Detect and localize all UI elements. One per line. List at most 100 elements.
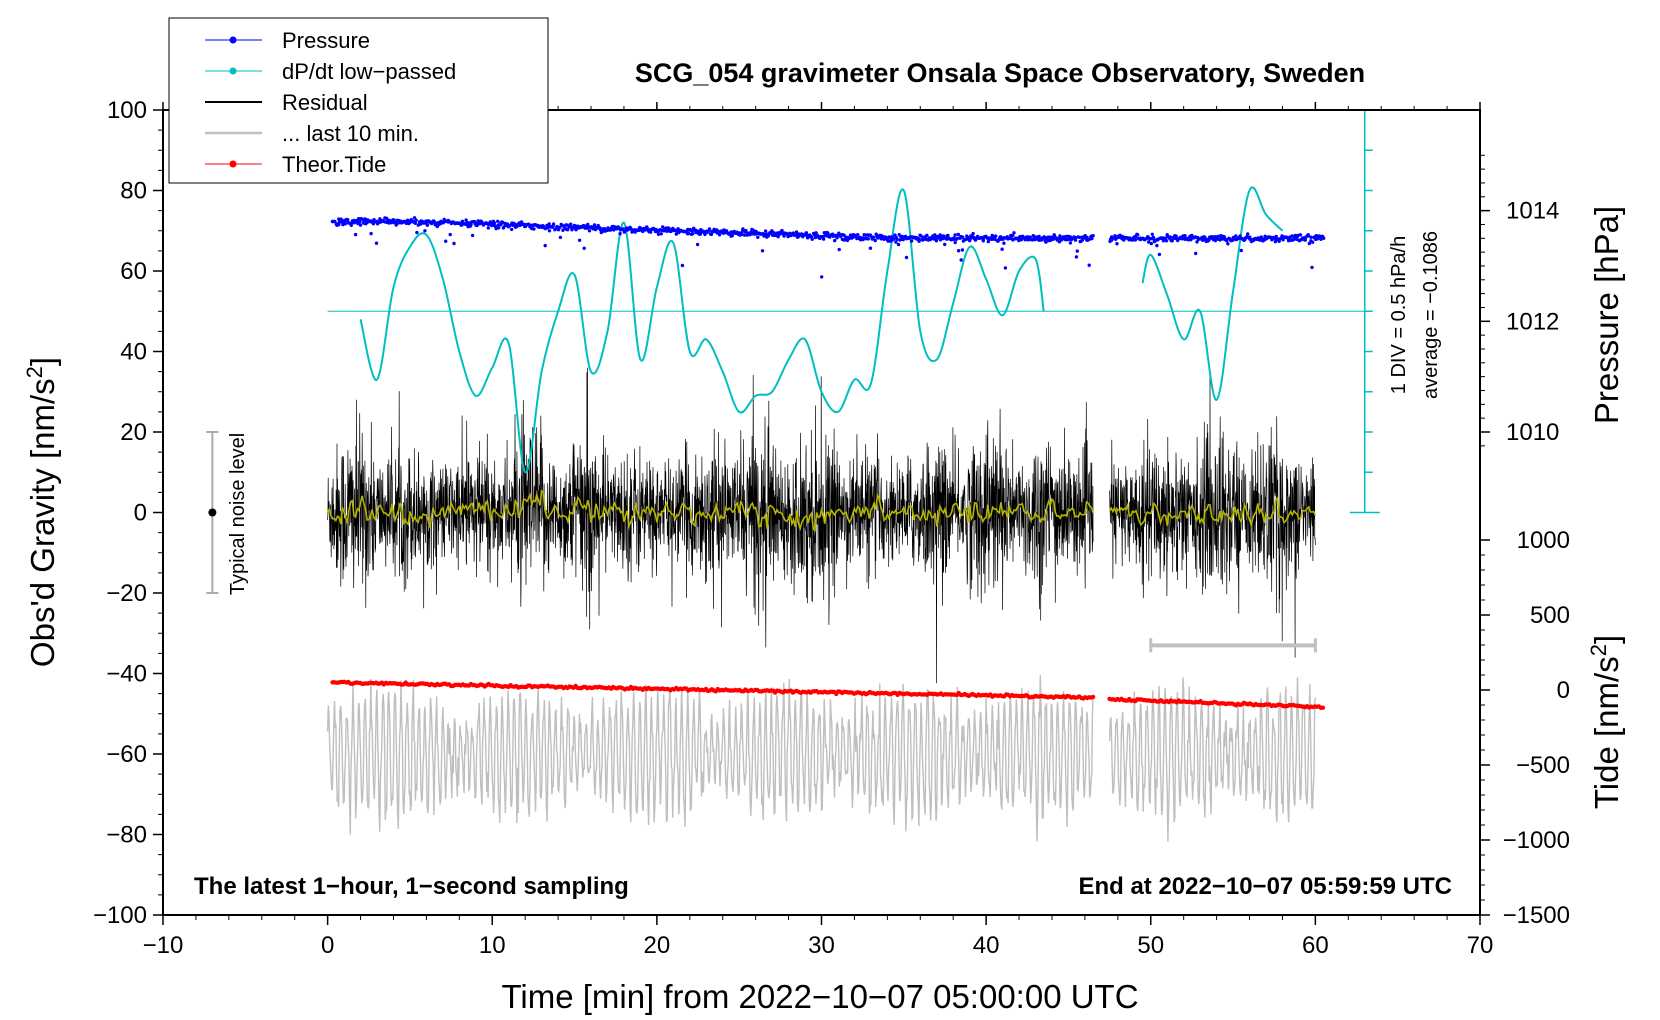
pressure-point — [1067, 237, 1071, 242]
pressure-point — [960, 248, 965, 252]
pressure-point — [1170, 239, 1174, 243]
pressure-point — [717, 233, 722, 237]
dpdt-scale-label: 1 DIV = 0.5 hPa/h — [1388, 236, 1410, 394]
pressure-point — [497, 226, 501, 230]
pressure-point — [492, 221, 497, 225]
pressure-point — [1136, 233, 1140, 237]
legend-label-last10: ... last 10 min. — [282, 121, 419, 146]
pressure-point — [1000, 247, 1004, 251]
residual-smoothed-line-1 — [1108, 496, 1317, 528]
pressure-point — [547, 229, 552, 233]
pressure-point — [741, 227, 745, 231]
pressure-point — [1026, 235, 1030, 239]
pressure-point — [971, 231, 975, 236]
tide-tick-label: 0 — [1557, 677, 1570, 704]
pressure-point — [814, 231, 818, 235]
pressure-point — [956, 232, 960, 237]
noise-bar-center — [208, 508, 217, 517]
pressure-point — [1168, 235, 1173, 239]
pressure-point — [1161, 239, 1166, 243]
pressure-point — [343, 222, 347, 226]
pressure-point — [822, 231, 826, 235]
last-10-min-line-0 — [326, 674, 1094, 842]
tide-tick-label: 500 — [1530, 602, 1570, 629]
y-tick-label: 100 — [107, 97, 147, 124]
pressure-point — [1133, 238, 1138, 242]
pressure-point — [551, 222, 556, 226]
pressure-tick-label: 1010 — [1506, 419, 1559, 446]
pressure-point — [1298, 233, 1303, 237]
pressure-point — [486, 226, 490, 230]
pressure-point — [909, 239, 914, 243]
y-axis-title-main: Obs'd Gravity [nm/s — [24, 378, 61, 667]
pressure-point — [547, 222, 551, 226]
x-tick-label: 70 — [1467, 932, 1494, 959]
pressure-point — [508, 223, 512, 228]
pressure-point — [956, 249, 961, 253]
pressure-point — [1189, 238, 1193, 242]
pressure-point — [413, 221, 417, 225]
pressure-point — [1033, 237, 1037, 242]
x-tick-label: 0 — [321, 932, 334, 959]
pressure-tick-label: 1012 — [1506, 308, 1559, 335]
pressure-point — [751, 228, 755, 232]
pressure-point — [569, 222, 573, 226]
pressure-point — [730, 233, 734, 238]
pressure-point — [1164, 239, 1169, 243]
tide-point — [1320, 705, 1326, 710]
pressure-point — [565, 228, 570, 232]
pressure-point — [500, 220, 505, 225]
pressure-point — [1316, 237, 1320, 241]
dpdt-line-segment-1 — [1141, 186, 1284, 401]
legend-box — [168, 17, 549, 184]
legend-label-dpdt: dP/dt low−passed — [282, 59, 456, 84]
pressure-point — [820, 275, 824, 279]
x-tick-label: 10 — [479, 932, 506, 959]
pressure-point — [994, 234, 998, 238]
pressure-point — [1309, 235, 1313, 239]
pressure-point — [961, 235, 965, 239]
pressure-point — [1322, 236, 1326, 240]
pressure-point — [582, 246, 586, 250]
legend-item-dpdt: dP/dt low−passed — [205, 59, 456, 84]
legend-marker-pressure — [229, 36, 237, 44]
pressure-point — [581, 223, 586, 228]
pressure-point — [444, 239, 448, 243]
pressure-point — [470, 233, 475, 238]
pressure-point — [780, 228, 784, 233]
pressure-point — [1011, 233, 1015, 238]
chart-title: SCG_054 gravimeter Onsala Space Observat… — [635, 58, 1365, 88]
pressure-point — [1073, 238, 1078, 242]
pressure-point — [1234, 234, 1238, 238]
pressure-point — [1174, 234, 1178, 238]
pressure-point — [337, 222, 341, 227]
annotation-sampling: The latest 1−hour, 1−second sampling — [194, 873, 629, 900]
pressure-point — [1155, 243, 1159, 248]
pressure-point — [469, 223, 473, 227]
pressure-axis-title: Pressure [hPa] — [1588, 206, 1625, 424]
pressure-point — [695, 242, 700, 247]
pressure-point — [891, 237, 896, 241]
pressure-point — [1091, 234, 1095, 238]
y-tick-label: 60 — [120, 258, 147, 285]
pressure-point — [925, 233, 929, 237]
pressure-point — [558, 235, 563, 240]
pressure-point — [1157, 252, 1162, 257]
tide-axis-title-sup: 2 — [1586, 644, 1611, 656]
pressure-point — [378, 217, 382, 221]
pressure-point — [959, 258, 963, 262]
pressure-point — [558, 225, 562, 230]
pressure-point — [763, 229, 768, 233]
pressure-point — [467, 221, 471, 225]
pressure-point — [476, 219, 480, 223]
y-tick-label: −40 — [106, 661, 147, 688]
pressure-point — [953, 240, 957, 245]
x-tick-label: −10 — [143, 932, 184, 959]
pressure-point — [1246, 232, 1250, 236]
y-tick-label: 0 — [134, 500, 147, 527]
y-tick-label: −80 — [106, 822, 147, 849]
pressure-point — [333, 219, 337, 224]
pressure-point — [742, 233, 747, 237]
tide-axis-title: Tide [nm/s2] — [1586, 635, 1626, 809]
pressure-point — [358, 220, 362, 224]
